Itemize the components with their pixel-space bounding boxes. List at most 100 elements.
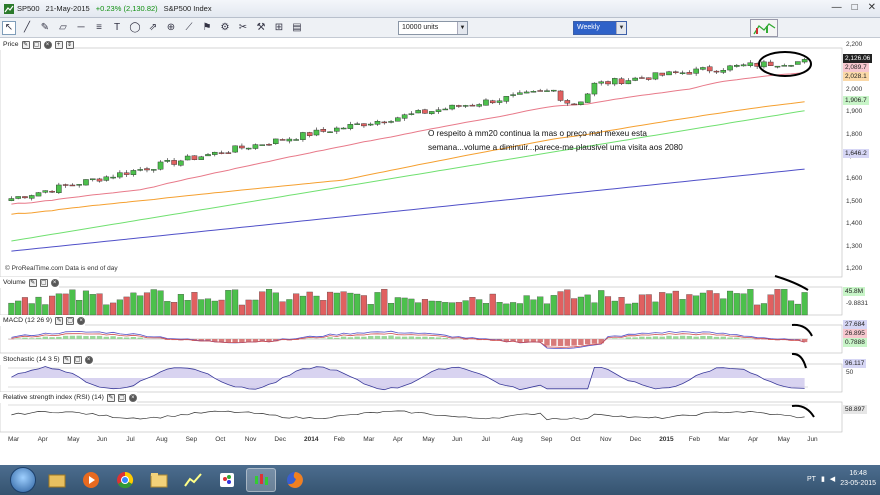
close-icon[interactable]: ×: [43, 40, 52, 49]
close-icon[interactable]: ×: [50, 278, 59, 287]
candle-body: [618, 78, 625, 84]
paint-icon[interactable]: [212, 468, 242, 492]
macd-histogram-bar: [429, 337, 435, 339]
trading-app-icon[interactable]: [178, 468, 208, 492]
maximize-button[interactable]: □: [851, 2, 858, 13]
zoom-icon[interactable]: ⊕: [166, 22, 176, 33]
wrench-icon[interactable]: ✎: [62, 355, 71, 364]
volume-bar: [49, 295, 56, 316]
chart-area[interactable]: [0, 38, 880, 448]
line-tool-icon[interactable]: ╱: [23, 22, 31, 33]
candle-body: [232, 145, 238, 153]
candle-body: [517, 92, 523, 95]
fibonacci-icon[interactable]: ≡: [96, 22, 102, 33]
period-select[interactable]: Weekly ▼: [573, 21, 627, 35]
minimize-button[interactable]: —: [831, 2, 842, 13]
network-icon[interactable]: ▮: [820, 476, 825, 483]
wrench-icon[interactable]: ✎: [106, 393, 115, 402]
volume-bar: [618, 297, 625, 316]
wrench-icon[interactable]: ✎: [21, 40, 30, 49]
add-icon[interactable]: +: [54, 40, 63, 49]
close-icon[interactable]: ×: [77, 316, 86, 325]
macd-tag-2: 26.895: [843, 329, 867, 338]
macd-histogram-bar: [130, 337, 137, 339]
macd-panel-title: MACD (12 26 9): [3, 317, 53, 324]
time-axis-tick: Dec: [274, 436, 286, 443]
maximize-icon[interactable]: ▢: [117, 393, 126, 402]
language-indicator[interactable]: PT: [806, 475, 816, 483]
folder-icon[interactable]: [144, 468, 174, 492]
maximize-icon[interactable]: ▢: [66, 316, 75, 325]
chrome-icon[interactable]: [110, 468, 140, 492]
sheet-icon[interactable]: ▤: [292, 22, 302, 33]
maximize-icon[interactable]: ▢: [73, 355, 82, 364]
macd-histogram-bar: [90, 335, 96, 339]
clock[interactable]: 16:48 23-05-2015: [840, 469, 876, 489]
volume-bar: [184, 300, 191, 316]
pointer-icon[interactable]: ↖: [2, 20, 16, 35]
candle-body: [727, 65, 733, 71]
price-axis-tick: 1,500: [846, 197, 863, 205]
volume-bar: [62, 293, 69, 316]
candle-body: [598, 81, 604, 84]
units-select[interactable]: 10000 units ▼: [398, 21, 468, 35]
close-icon[interactable]: ×: [84, 355, 93, 364]
close-button[interactable]: ✕: [867, 2, 876, 13]
indicator-icon[interactable]: ⊞: [274, 22, 284, 33]
taskbar: PT ▮ ◀ 16:48 23-05-2015: [0, 465, 880, 495]
volume-bar: [116, 299, 123, 316]
maximize-icon[interactable]: ▢: [39, 278, 48, 287]
maximize-icon[interactable]: ▢: [32, 40, 41, 49]
annotation-line-2: semana...volume a diminuir...parece-me p…: [428, 143, 683, 152]
volume-bar: [89, 294, 96, 316]
macd-histogram-bar: [273, 339, 279, 342]
prorealtime-icon[interactable]: [246, 468, 276, 492]
arrow-icon[interactable]: ⇗: [148, 22, 158, 33]
volume-bar: [286, 299, 293, 316]
alert-icon[interactable]: ⚑: [202, 22, 212, 33]
candle-body: [557, 90, 564, 101]
start-button[interactable]: [10, 467, 36, 493]
macd-histogram-bar: [69, 335, 76, 339]
candle-body: [544, 90, 550, 92]
volume-bar: [279, 301, 286, 316]
media-player-icon[interactable]: [76, 468, 106, 492]
macd-histogram-bar: [361, 336, 367, 339]
candle-body: [713, 70, 720, 73]
volume-bar: [143, 292, 151, 316]
time-axis-tick: 2014: [304, 436, 319, 443]
candle-body: [150, 169, 157, 171]
clock-date: 23-05-2015: [840, 480, 876, 487]
close-icon[interactable]: ×: [128, 393, 137, 402]
macd-histogram-bar: [713, 336, 720, 339]
volume-bar: [604, 296, 612, 316]
wrench-icon[interactable]: ✎: [28, 278, 37, 287]
wrench-icon[interactable]: ✎: [55, 316, 64, 325]
volume-bar: [496, 302, 503, 316]
explorer-icon[interactable]: [42, 468, 72, 492]
wrench-icon[interactable]: ⚒: [256, 22, 266, 33]
macd-histogram-bar: [334, 337, 340, 339]
volume-bar: [530, 299, 537, 316]
move-icon[interactable]: ⇕: [65, 40, 74, 49]
tools-icon[interactable]: ✂: [238, 22, 248, 33]
volume-icon[interactable]: ◀: [829, 476, 836, 483]
horizontal-line-icon[interactable]: ─: [77, 22, 85, 33]
time-axis-tick: Feb: [333, 436, 345, 443]
channel-icon[interactable]: ▱: [59, 22, 67, 33]
candle-body: [401, 114, 408, 119]
ellipse-icon[interactable]: ◯: [129, 22, 141, 33]
volume-bar: [564, 289, 571, 316]
firefox-icon[interactable]: [280, 468, 310, 492]
volume-bar: [306, 291, 313, 316]
chart-type-icon[interactable]: [750, 19, 778, 37]
stoch-panel-frame: [0, 363, 843, 393]
pencil-icon[interactable]: ✎: [40, 22, 50, 33]
time-axis-tick: Jul: [126, 436, 135, 443]
candle-body: [469, 104, 476, 107]
text-tool-icon[interactable]: T: [113, 22, 121, 33]
settings-icon[interactable]: ⚙: [220, 22, 230, 33]
volume-bar: [625, 303, 632, 316]
trend-icon[interactable]: ⟋: [185, 22, 193, 33]
volume-tag: 45.8M: [843, 287, 866, 296]
